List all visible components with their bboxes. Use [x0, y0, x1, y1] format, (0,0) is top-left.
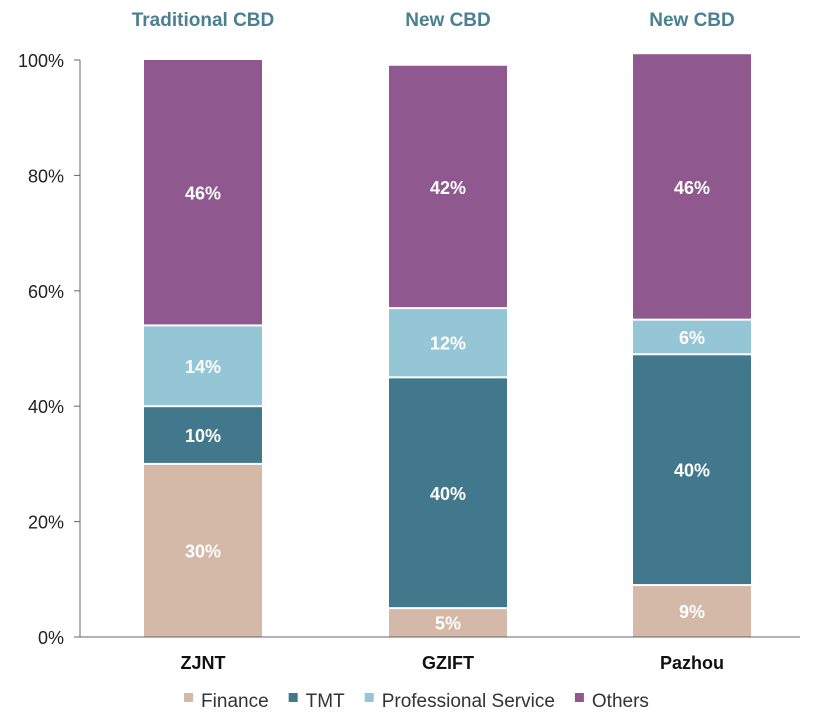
- bar-segment-professional-service: [389, 309, 507, 377]
- group-title-pazhou: New CBD: [649, 10, 735, 31]
- legend-item-professional-service: Professional Service: [364, 691, 555, 712]
- bar-stack-gzift: 5% 40% 12% 42%: [389, 65, 507, 637]
- x-tick-label-zjnt: ZJNT: [181, 653, 226, 673]
- data-label-finance: 9%: [679, 602, 705, 622]
- legend: Finance TMT Professional Service Others: [184, 691, 649, 712]
- bar-segment-tmt: [389, 378, 507, 608]
- legend-marker-finance: [184, 693, 194, 702]
- x-tick-label-gzift: GZIFT: [422, 653, 474, 673]
- legend-label-professional-service: Professional Service: [382, 691, 555, 712]
- bar-stack-zjnt: 30% 10% 14% 46%: [144, 60, 262, 637]
- data-label-finance: 30%: [185, 541, 221, 561]
- group-titles: Traditional CBD New CBD New CBD: [132, 10, 735, 31]
- legend-item-others: Others: [574, 691, 649, 712]
- y-tick-label: 20%: [28, 513, 64, 533]
- legend-marker-professional-service: [364, 693, 374, 702]
- bar-segment-tmt: [633, 355, 751, 585]
- data-label-others: 46%: [185, 184, 221, 204]
- bar-segment-finance: [144, 464, 262, 637]
- legend-label-others: Others: [592, 691, 649, 712]
- x-tick-label-pazhou: Pazhou: [660, 653, 724, 673]
- y-tick-label: 60%: [28, 282, 64, 302]
- y-axis: 0% 20% 40% 60% 80% 100%: [18, 51, 81, 648]
- bar-segment-professional-service: [633, 320, 751, 354]
- group-title-zjnt: Traditional CBD: [132, 10, 275, 31]
- data-label-professional-service: 14%: [185, 357, 221, 377]
- bar-segment-others: [144, 60, 262, 325]
- data-label-tmt: 40%: [430, 484, 466, 504]
- data-label-finance: 5%: [435, 614, 461, 634]
- legend-marker-tmt: [288, 693, 298, 702]
- legend-marker-others: [574, 693, 584, 702]
- data-label-tmt: 10%: [185, 426, 221, 446]
- bar-segment-finance: [633, 586, 751, 637]
- legend-label-finance: Finance: [201, 691, 269, 712]
- bar-segment-professional-service: [144, 326, 262, 406]
- bar-segment-tmt: [144, 407, 262, 463]
- y-tick-label: 0%: [38, 628, 64, 648]
- data-label-professional-service: 6%: [679, 328, 705, 348]
- bar-stack-pazhou: 9% 40% 6% 46%: [633, 54, 751, 637]
- legend-label-tmt: TMT: [306, 691, 345, 712]
- bar-segment-others: [389, 65, 507, 308]
- legend-item-tmt: TMT: [288, 691, 345, 712]
- y-tick-label: 100%: [18, 51, 64, 71]
- data-label-others: 46%: [674, 178, 710, 198]
- legend-item-finance: Finance: [184, 691, 269, 712]
- data-label-professional-service: 12%: [430, 334, 466, 354]
- x-axis: ZJNT GZIFT Pazhou: [80, 636, 800, 673]
- bars: 30% 10% 14% 46% 5% 40% 12% 42% 9% 40% 6% 46%: [144, 54, 751, 637]
- group-title-gzift: New CBD: [405, 10, 491, 31]
- data-label-tmt: 40%: [674, 461, 710, 481]
- y-tick-label: 40%: [28, 397, 64, 417]
- bar-segment-others: [633, 54, 751, 319]
- bar-segment-finance: [389, 609, 507, 637]
- data-label-others: 42%: [430, 178, 466, 198]
- y-tick-label: 80%: [28, 166, 64, 186]
